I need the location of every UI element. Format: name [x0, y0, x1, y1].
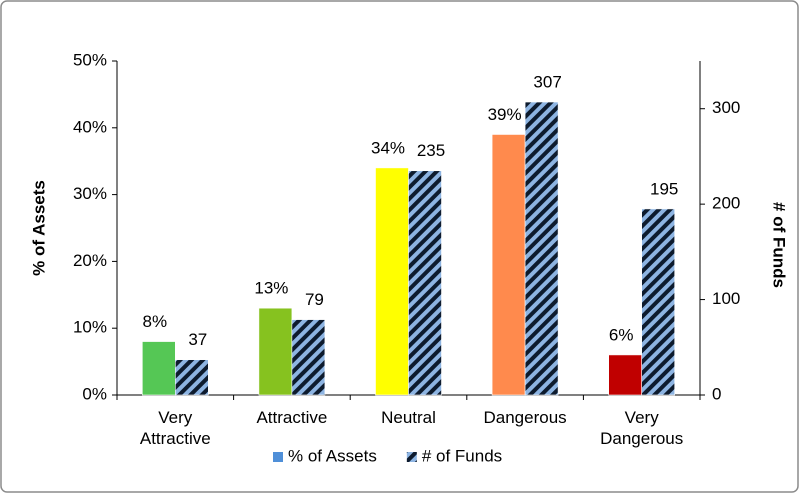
legend-swatch	[406, 452, 417, 462]
legend-swatch	[273, 452, 283, 462]
legend-label: % of Assets	[288, 446, 377, 465]
bar	[408, 170, 442, 396]
y2-tick-label: 100	[712, 289, 740, 308]
x-tick-label: Very Attractive	[139, 408, 211, 448]
data-label: 195	[650, 179, 678, 198]
y-tick-label: 30%	[73, 184, 107, 203]
y-tick-label: 10%	[73, 318, 107, 337]
y-tick-label: 20%	[73, 251, 107, 270]
legend-label: # of Funds	[422, 446, 502, 465]
y-tick-label: 40%	[73, 117, 107, 136]
y-tick-label: 0%	[82, 384, 107, 403]
bar	[608, 354, 643, 396]
data-label: 39%	[488, 105, 522, 124]
bar	[142, 341, 176, 396]
x-tick-label: Very Dangerous	[600, 408, 684, 448]
x-tick-label: Neutral	[381, 408, 436, 427]
data-label: 13%	[254, 279, 288, 298]
bar	[491, 134, 526, 396]
x-tick-label: Attractive	[256, 408, 328, 427]
y-tick-label: 50%	[73, 50, 107, 69]
data-label: 307	[533, 73, 561, 92]
y2-tick-label: 300	[712, 98, 740, 117]
bar	[291, 319, 326, 396]
x-tick-label: Dangerous	[483, 408, 567, 427]
data-label: 34%	[371, 138, 405, 157]
bar	[375, 167, 409, 396]
y2-tick-label: 0	[712, 384, 721, 403]
y-axis-title: % of Assets	[29, 180, 48, 276]
y2-tick-label: 200	[712, 194, 740, 213]
data-label: 37	[188, 330, 207, 349]
data-label: 79	[305, 290, 324, 309]
bar	[641, 208, 676, 396]
data-label: 8%	[143, 312, 168, 331]
data-label: 6%	[609, 325, 634, 344]
data-label: 235	[417, 141, 445, 160]
bar	[258, 307, 293, 396]
bar	[175, 359, 209, 396]
bar	[524, 101, 559, 396]
y2-axis-title: # of Funds	[770, 202, 789, 288]
